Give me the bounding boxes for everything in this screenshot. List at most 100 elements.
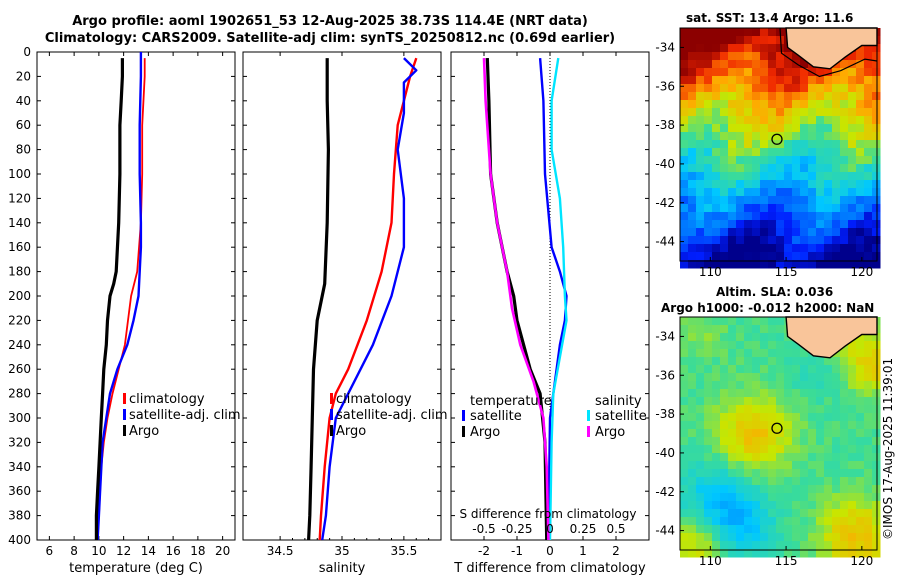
sst_map-cell (832, 188, 841, 197)
sla_map-cell (856, 469, 865, 478)
sla_map-cell (864, 517, 873, 526)
sst_map-cell (864, 164, 873, 173)
sla_map-cell (736, 365, 745, 374)
sla_map-cell (864, 373, 873, 382)
sst_map-cell (680, 108, 689, 117)
sst_map-cell (744, 28, 753, 37)
sst_map (679, 27, 881, 269)
sst_map-cell (784, 132, 793, 141)
sst_map-cell (784, 52, 793, 61)
sst_map-cell (824, 204, 833, 213)
sla_map-lat-label: -38 (655, 407, 675, 421)
sst_map-cell (720, 204, 729, 213)
sst_map-cell (712, 204, 721, 213)
sst_map-cell (848, 52, 857, 61)
sst_map-cell (800, 260, 809, 269)
sla_map-cell (688, 525, 697, 534)
sla_map-cell (752, 381, 761, 390)
sla_map-cell (680, 421, 689, 430)
sla_map-cell (712, 437, 721, 446)
sst_map-cell (848, 244, 857, 253)
sla_map-cell (728, 517, 737, 526)
sla_map-cell (744, 317, 753, 326)
sla_map-cell (840, 469, 849, 478)
sst_map-cell (696, 220, 705, 229)
sla_map-cell (792, 461, 801, 470)
sla_map-cell (696, 405, 705, 414)
sla_map-cell (728, 533, 737, 542)
sla_map-cell (728, 453, 737, 462)
sla_map-cell (744, 389, 753, 398)
sst_map-cell (816, 140, 825, 149)
sst_map-lat-label: -36 (655, 79, 675, 93)
sst_map-cell (800, 124, 809, 133)
sst_map-cell (856, 164, 865, 173)
sla_map-cell (856, 421, 865, 430)
sst_map-cell (856, 260, 865, 269)
sla_map-cell (864, 493, 873, 502)
sst_map-cell (760, 220, 769, 229)
sla_map-cell (840, 509, 849, 518)
sst_map-cell (688, 164, 697, 173)
sst_map-cell (768, 36, 777, 45)
sst_map-cell (800, 244, 809, 253)
sla_map-cell (824, 525, 833, 534)
sst_map-cell (864, 132, 873, 141)
sst_map-cell (736, 108, 745, 117)
sla_map-cell (680, 341, 689, 350)
sst_map-cell (720, 28, 729, 37)
sst_map-cell (720, 164, 729, 173)
sla_map-cell (872, 429, 881, 438)
sst_map-cell (696, 36, 705, 45)
sst_map-cell (776, 68, 785, 77)
sst_map-cell (688, 44, 697, 53)
sla_map-cell (856, 373, 865, 382)
sst_map-cell (816, 124, 825, 133)
sla_map-cell (680, 477, 689, 486)
sla_map-cell (776, 485, 785, 494)
sla_map-cell (760, 477, 769, 486)
sst_map-cell (696, 116, 705, 125)
sst_map-cell (792, 68, 801, 77)
sst_map-cell (848, 60, 857, 69)
sst_map-cell (784, 204, 793, 213)
sla_map-cell (848, 509, 857, 518)
sla_map-cell (720, 453, 729, 462)
sst_map-cell (728, 260, 737, 269)
sla_map-cell (776, 397, 785, 406)
sst_map-cell (720, 212, 729, 221)
sst_map-cell (848, 196, 857, 205)
sst_map-cell (680, 260, 689, 269)
sst_map-lat-label: -40 (655, 157, 675, 171)
sst_map-cell (784, 148, 793, 157)
sla_map-cell (728, 445, 737, 454)
sst_map-cell (704, 204, 713, 213)
sst_map-cell (848, 164, 857, 173)
sst_map-cell (712, 92, 721, 101)
sst_map-cell (800, 76, 809, 85)
sla_map-cell (744, 461, 753, 470)
sst_map-cell (744, 76, 753, 85)
sla_map-cell (712, 549, 721, 558)
sst_map-cell (736, 236, 745, 245)
sst_map-cell (840, 260, 849, 269)
sst_map-cell (680, 92, 689, 101)
sst_map-cell (808, 172, 817, 181)
sla_map-cell (760, 341, 769, 350)
sla_map-cell (776, 413, 785, 422)
sla_map-cell (856, 509, 865, 518)
sst_map-cell (752, 252, 761, 261)
sst_map-cell (800, 68, 809, 77)
sla_map-cell (864, 461, 873, 470)
sla_map-cell (752, 365, 761, 374)
sla_map-cell (752, 349, 761, 358)
sst_map-cell (752, 52, 761, 61)
sla_map-cell (704, 533, 713, 542)
sla_map-cell (848, 461, 857, 470)
sla_map-cell (704, 357, 713, 366)
sst_map-cell (696, 60, 705, 69)
sla_map-cell (768, 525, 777, 534)
sst_map-cell (832, 236, 841, 245)
sla_map-cell (736, 325, 745, 334)
sst_map-cell (768, 140, 777, 149)
